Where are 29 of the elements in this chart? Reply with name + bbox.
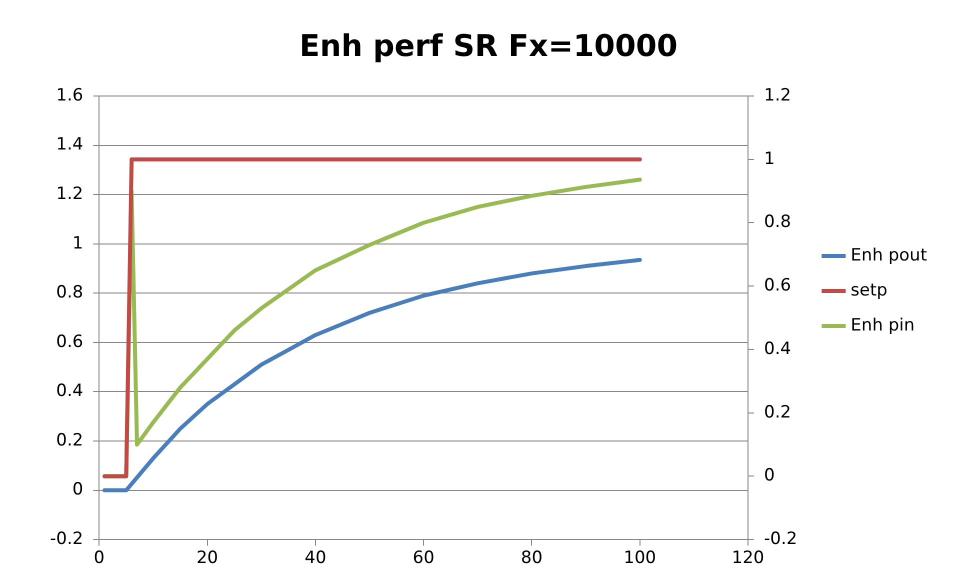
y-tick-label: 0.8 [56,282,84,303]
y-tick-label: 1 [72,233,84,254]
x-tick-label: 80 [520,548,543,568]
y2-tick-label: 0.8 [764,212,792,232]
y-tick-label: 0.6 [56,332,84,352]
legend-label: Enh pin [850,315,915,336]
y-tick-label: 1.6 [56,85,84,106]
x-tick-label: 20 [196,548,218,568]
chart-title: Enh perf SR Fx=10000 [299,28,678,64]
y2-tick-label: 0.6 [764,276,792,296]
x-tick-label: 100 [624,548,656,568]
y-tick-label: 0.2 [56,430,84,450]
x-tick-label: 120 [732,548,764,568]
y2-tick-label: 1.2 [764,85,792,106]
x-tick-label: 0 [94,548,105,568]
x-tick-label: 40 [304,548,326,568]
y2-tick-label: 0.2 [764,402,792,422]
legend-label: setp [850,280,888,300]
y-tick-label: 1.2 [56,184,84,204]
y-tick-label: 0.4 [56,381,84,402]
y-tick-label: -0.2 [50,529,84,550]
y2-tick-label: 1 [764,148,775,169]
y2-tick-label: 0 [764,466,775,486]
y-tick-label: 0 [72,480,84,500]
y-tick-label: 1.4 [56,134,84,155]
y2-tick-label: 0.4 [764,338,792,359]
legend-label: Enh pout [850,245,928,266]
x-tick-label: 60 [412,548,434,568]
y2-tick-label: -0.2 [764,529,798,550]
